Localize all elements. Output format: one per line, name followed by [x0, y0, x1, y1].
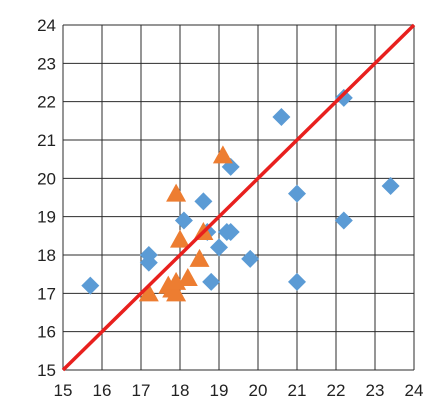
x-axis-ticks: 15 16 17 18 19 20 21 22 23 24 [54, 381, 424, 400]
diamond-point [241, 249, 260, 268]
diamond-point [194, 192, 213, 211]
x-tick-label: 17 [132, 381, 151, 400]
y-tick-label: 20 [37, 169, 56, 188]
y-tick-label: 18 [37, 246, 56, 265]
diamond-point [81, 276, 100, 295]
diamond-point [288, 184, 306, 203]
x-tick-label: 24 [405, 381, 424, 400]
triangle-point [177, 268, 198, 286]
diamond-point [139, 253, 158, 272]
reference-line [61, 23, 416, 372]
diamond-point [334, 88, 353, 107]
x-tick-label: 16 [93, 381, 112, 400]
diamond-point [210, 238, 228, 257]
y-tick-label: 21 [37, 131, 56, 150]
x-tick-label: 23 [366, 381, 385, 400]
triangle-point [170, 229, 190, 248]
y-tick-label: 24 [37, 16, 56, 35]
x-tick-label: 21 [288, 381, 307, 400]
y-axis-ticks: 15 16 17 18 19 20 21 22 23 24 [37, 16, 56, 380]
x-tick-label: 15 [54, 381, 73, 400]
y-tick-label: 17 [37, 284, 56, 303]
data-points [81, 88, 400, 302]
y-tick-label: 22 [37, 93, 56, 112]
y-tick-label: 16 [37, 323, 56, 342]
x-tick-label: 22 [327, 381, 346, 400]
triangle-point [212, 145, 233, 164]
x-tick-label: 19 [210, 381, 229, 400]
diamond-point [202, 272, 221, 291]
grid [62, 24, 415, 371]
diamond-point [174, 211, 193, 230]
diamond-point [288, 272, 306, 291]
triangle-point [189, 248, 210, 267]
triangle-point [166, 183, 187, 202]
diamond-point [221, 223, 240, 241]
y-tick-label: 23 [37, 54, 56, 73]
diamond-point [334, 211, 353, 230]
triangle-point [138, 283, 159, 302]
y-tick-label: 15 [37, 361, 56, 380]
y-tick-label: 19 [37, 208, 56, 227]
x-tick-label: 20 [249, 381, 268, 400]
diamond-point [381, 177, 400, 195]
x-tick-label: 18 [171, 381, 190, 400]
diamond-point [272, 108, 291, 126]
triangle-point [166, 283, 187, 302]
